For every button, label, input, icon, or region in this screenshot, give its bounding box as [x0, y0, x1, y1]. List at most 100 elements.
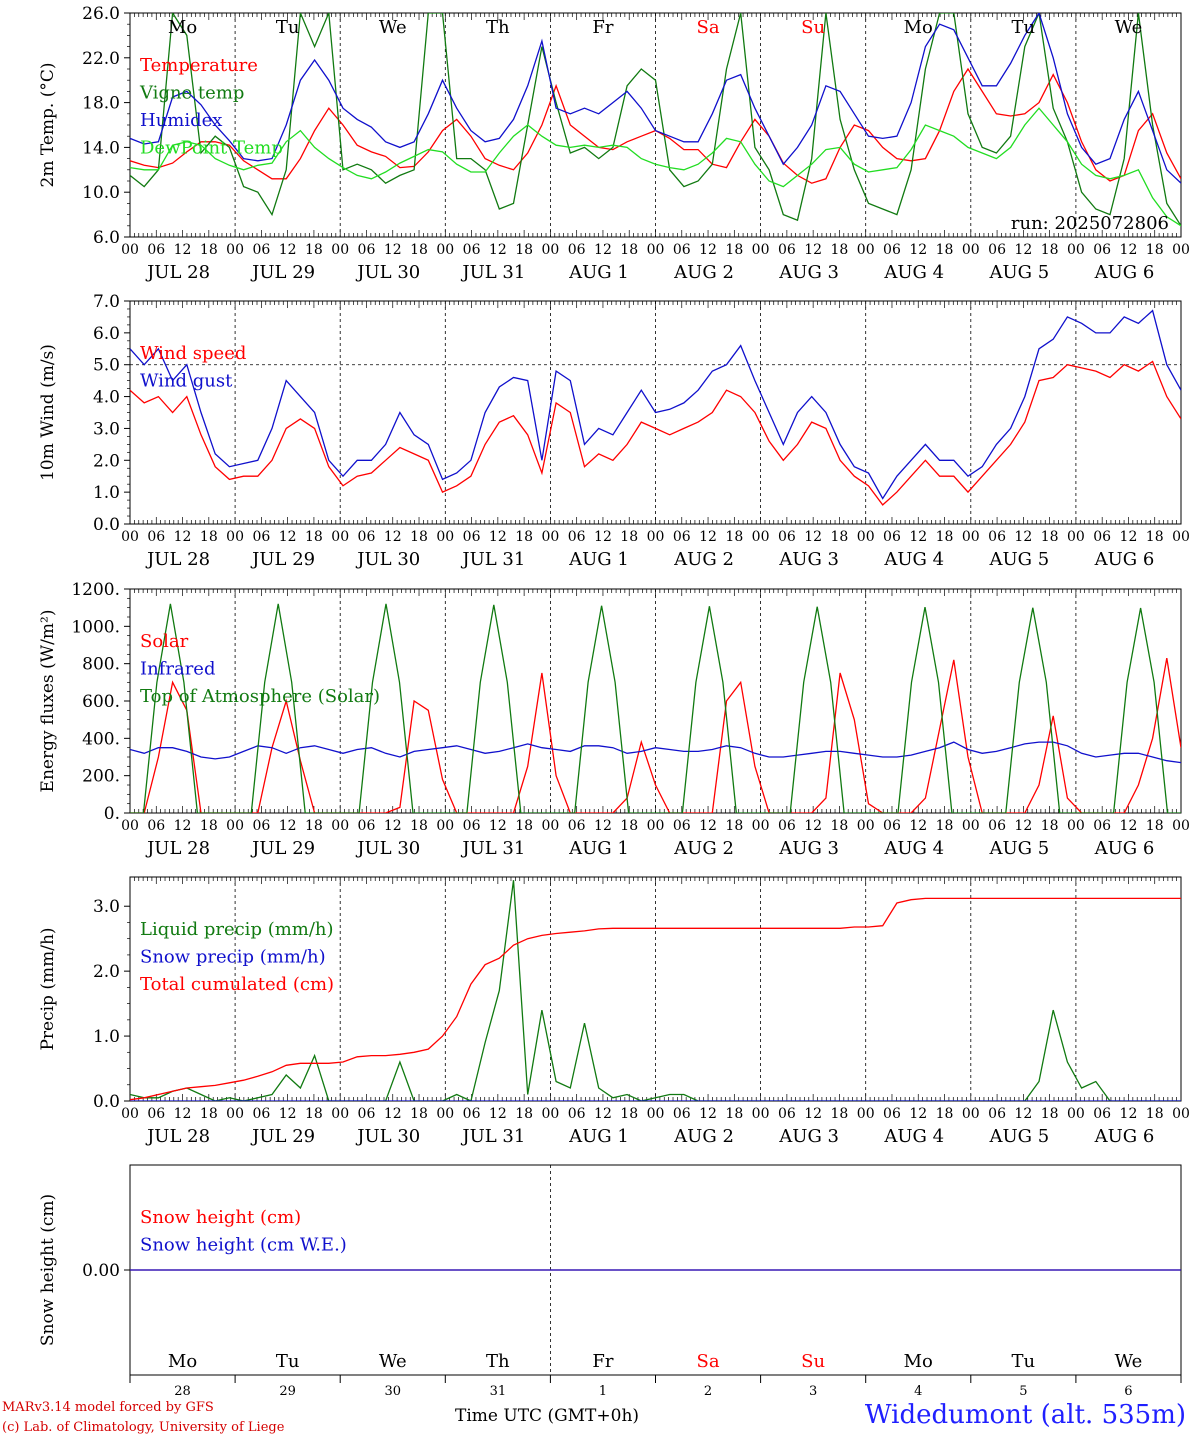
- hour-tick-label: 12: [804, 1106, 822, 1122]
- y-tick-label: 800.: [82, 655, 120, 675]
- day-label: JUL 28: [145, 1126, 210, 1147]
- panel-3: 0. 200. 400. 600. 800. 1000. 1200. Energy fluxe…: [38, 580, 1190, 859]
- hour-tick-label: 06: [988, 529, 1006, 545]
- weekday-label: Tu: [276, 17, 300, 38]
- day-label: JUL 31: [460, 549, 525, 570]
- weekday-label: Tu: [1012, 1351, 1036, 1372]
- hour-tick-label: 12: [489, 1106, 507, 1122]
- hour-tick-label: 18: [515, 1106, 533, 1122]
- y-tick-label: 7.0: [93, 292, 120, 312]
- legend-entry: Solar: [140, 631, 189, 652]
- panel-5: 0.00 Snow height (cm) Snow height (cm) Snow…: [38, 1164, 1182, 1399]
- legend-entry: Humidex: [140, 110, 222, 131]
- hour-tick-label: 18: [936, 242, 954, 258]
- weekday-label: Th: [486, 1351, 510, 1372]
- hour-tick-label: 12: [909, 529, 927, 545]
- hour-tick-label: 18: [305, 1106, 323, 1122]
- legend-entry: Snow height (cm W.E.): [140, 1235, 347, 1256]
- hour-tick-label: 18: [200, 529, 218, 545]
- hour-tick-label: 12: [384, 242, 402, 258]
- hour-tick-label: 12: [489, 818, 507, 834]
- hour-tick-label: 12: [699, 242, 717, 258]
- hour-tick-label: 18: [1041, 1106, 1059, 1122]
- y-tick-label: 2.0: [93, 451, 120, 471]
- weekday-label: Fr: [592, 17, 613, 38]
- day-label: JUL 30: [355, 262, 420, 283]
- hour-tick-label: 06: [252, 1106, 270, 1122]
- day-label: JUL 29: [250, 262, 315, 283]
- day-label: AUG 3: [778, 1126, 839, 1147]
- weekday-label: Mo: [904, 1351, 933, 1372]
- series-line: [130, 107, 1181, 227]
- model-credit: MARv3.14 model forced by GFS: [2, 1400, 214, 1415]
- hour-tick-label: 12: [279, 1106, 297, 1122]
- hour-tick-label: 18: [305, 818, 323, 834]
- hour-tick-label: 12: [594, 529, 612, 545]
- day-label: JUL 30: [355, 549, 420, 570]
- hour-tick-label: 00: [436, 529, 454, 545]
- hour-tick-label: 06: [358, 1106, 376, 1122]
- hour-tick-label: 18: [1146, 529, 1164, 545]
- hour-tick-label: 06: [568, 1106, 586, 1122]
- hour-tick-label: 12: [804, 242, 822, 258]
- hour-tick-label: 18: [515, 529, 533, 545]
- hour-tick-label: 06: [988, 1106, 1006, 1122]
- y-axis-label: 10m Wind (m/s): [38, 344, 58, 481]
- day-number-label: 29: [279, 1384, 296, 1399]
- hour-tick-label: 00: [331, 818, 349, 834]
- weekday-label: Sa: [697, 1351, 720, 1372]
- hour-tick-label: 12: [279, 242, 297, 258]
- hour-tick-label: 00: [436, 242, 454, 258]
- series-line: [130, 360, 1181, 506]
- y-tick-label: 0.0: [93, 515, 120, 535]
- y-tick-label: 6.0: [93, 324, 120, 344]
- hour-tick-label: 18: [305, 529, 323, 545]
- hour-tick-label: 12: [594, 818, 612, 834]
- hour-tick-label: 12: [699, 818, 717, 834]
- hour-tick-label: 06: [568, 529, 586, 545]
- legend-entry: Infrared: [140, 659, 215, 680]
- hour-tick-label: 00: [647, 1106, 665, 1122]
- y-tick-label: 26.0: [82, 4, 120, 24]
- hour-tick-label: 06: [358, 242, 376, 258]
- hour-tick-label: 06: [463, 1106, 481, 1122]
- panel-4: 0.0 1.0 2.0 3.0 Precip (mm/h) Liquid precip (…: [38, 876, 1190, 1147]
- weekday-label: Sa: [697, 17, 720, 38]
- panel-1: 6.0 10.0 14.0 18.0 22.0 26.0 2m Temp. (°C) Temp…: [38, 4, 1190, 283]
- legend-entry: Vigne temp: [139, 83, 244, 104]
- day-number-label: 1: [599, 1384, 607, 1399]
- hour-tick-label: 06: [252, 529, 270, 545]
- hour-tick-label: 00: [857, 242, 875, 258]
- day-label: AUG 4: [883, 549, 944, 570]
- legend-entry: Snow precip (mm/h): [140, 947, 326, 968]
- hour-tick-label: 12: [279, 818, 297, 834]
- y-tick-label: 22.0: [82, 49, 120, 69]
- hour-tick-label: 18: [831, 242, 849, 258]
- hour-tick-label: 00: [331, 529, 349, 545]
- day-label: JUL 30: [355, 838, 420, 859]
- hour-tick-label: 12: [804, 529, 822, 545]
- hour-tick-label: 18: [410, 242, 428, 258]
- hour-tick-label: 06: [673, 529, 691, 545]
- weekday-label: Th: [486, 17, 510, 38]
- day-label: AUG 5: [988, 549, 1049, 570]
- hour-tick-label: 12: [804, 818, 822, 834]
- day-label: AUG 3: [778, 838, 839, 859]
- day-label: JUL 30: [355, 1126, 420, 1147]
- hour-tick-label: 06: [883, 242, 901, 258]
- hour-tick-label: 00: [1172, 818, 1190, 834]
- hour-tick-label: 18: [725, 242, 743, 258]
- day-label: JUL 31: [460, 1126, 525, 1147]
- run-label: run: 2025072806: [1011, 213, 1169, 234]
- day-number-label: 3: [809, 1384, 817, 1399]
- day-label: AUG 2: [673, 1126, 734, 1147]
- day-label: JUL 29: [250, 549, 315, 570]
- hour-tick-label: 00: [1067, 818, 1085, 834]
- series-line: [130, 309, 1181, 500]
- hour-tick-label: 18: [936, 529, 954, 545]
- hour-tick-label: 12: [909, 1106, 927, 1122]
- hour-tick-label: 18: [1146, 1106, 1164, 1122]
- hour-tick-label: 12: [699, 529, 717, 545]
- hour-tick-label: 18: [515, 818, 533, 834]
- hour-tick-label: 00: [226, 242, 244, 258]
